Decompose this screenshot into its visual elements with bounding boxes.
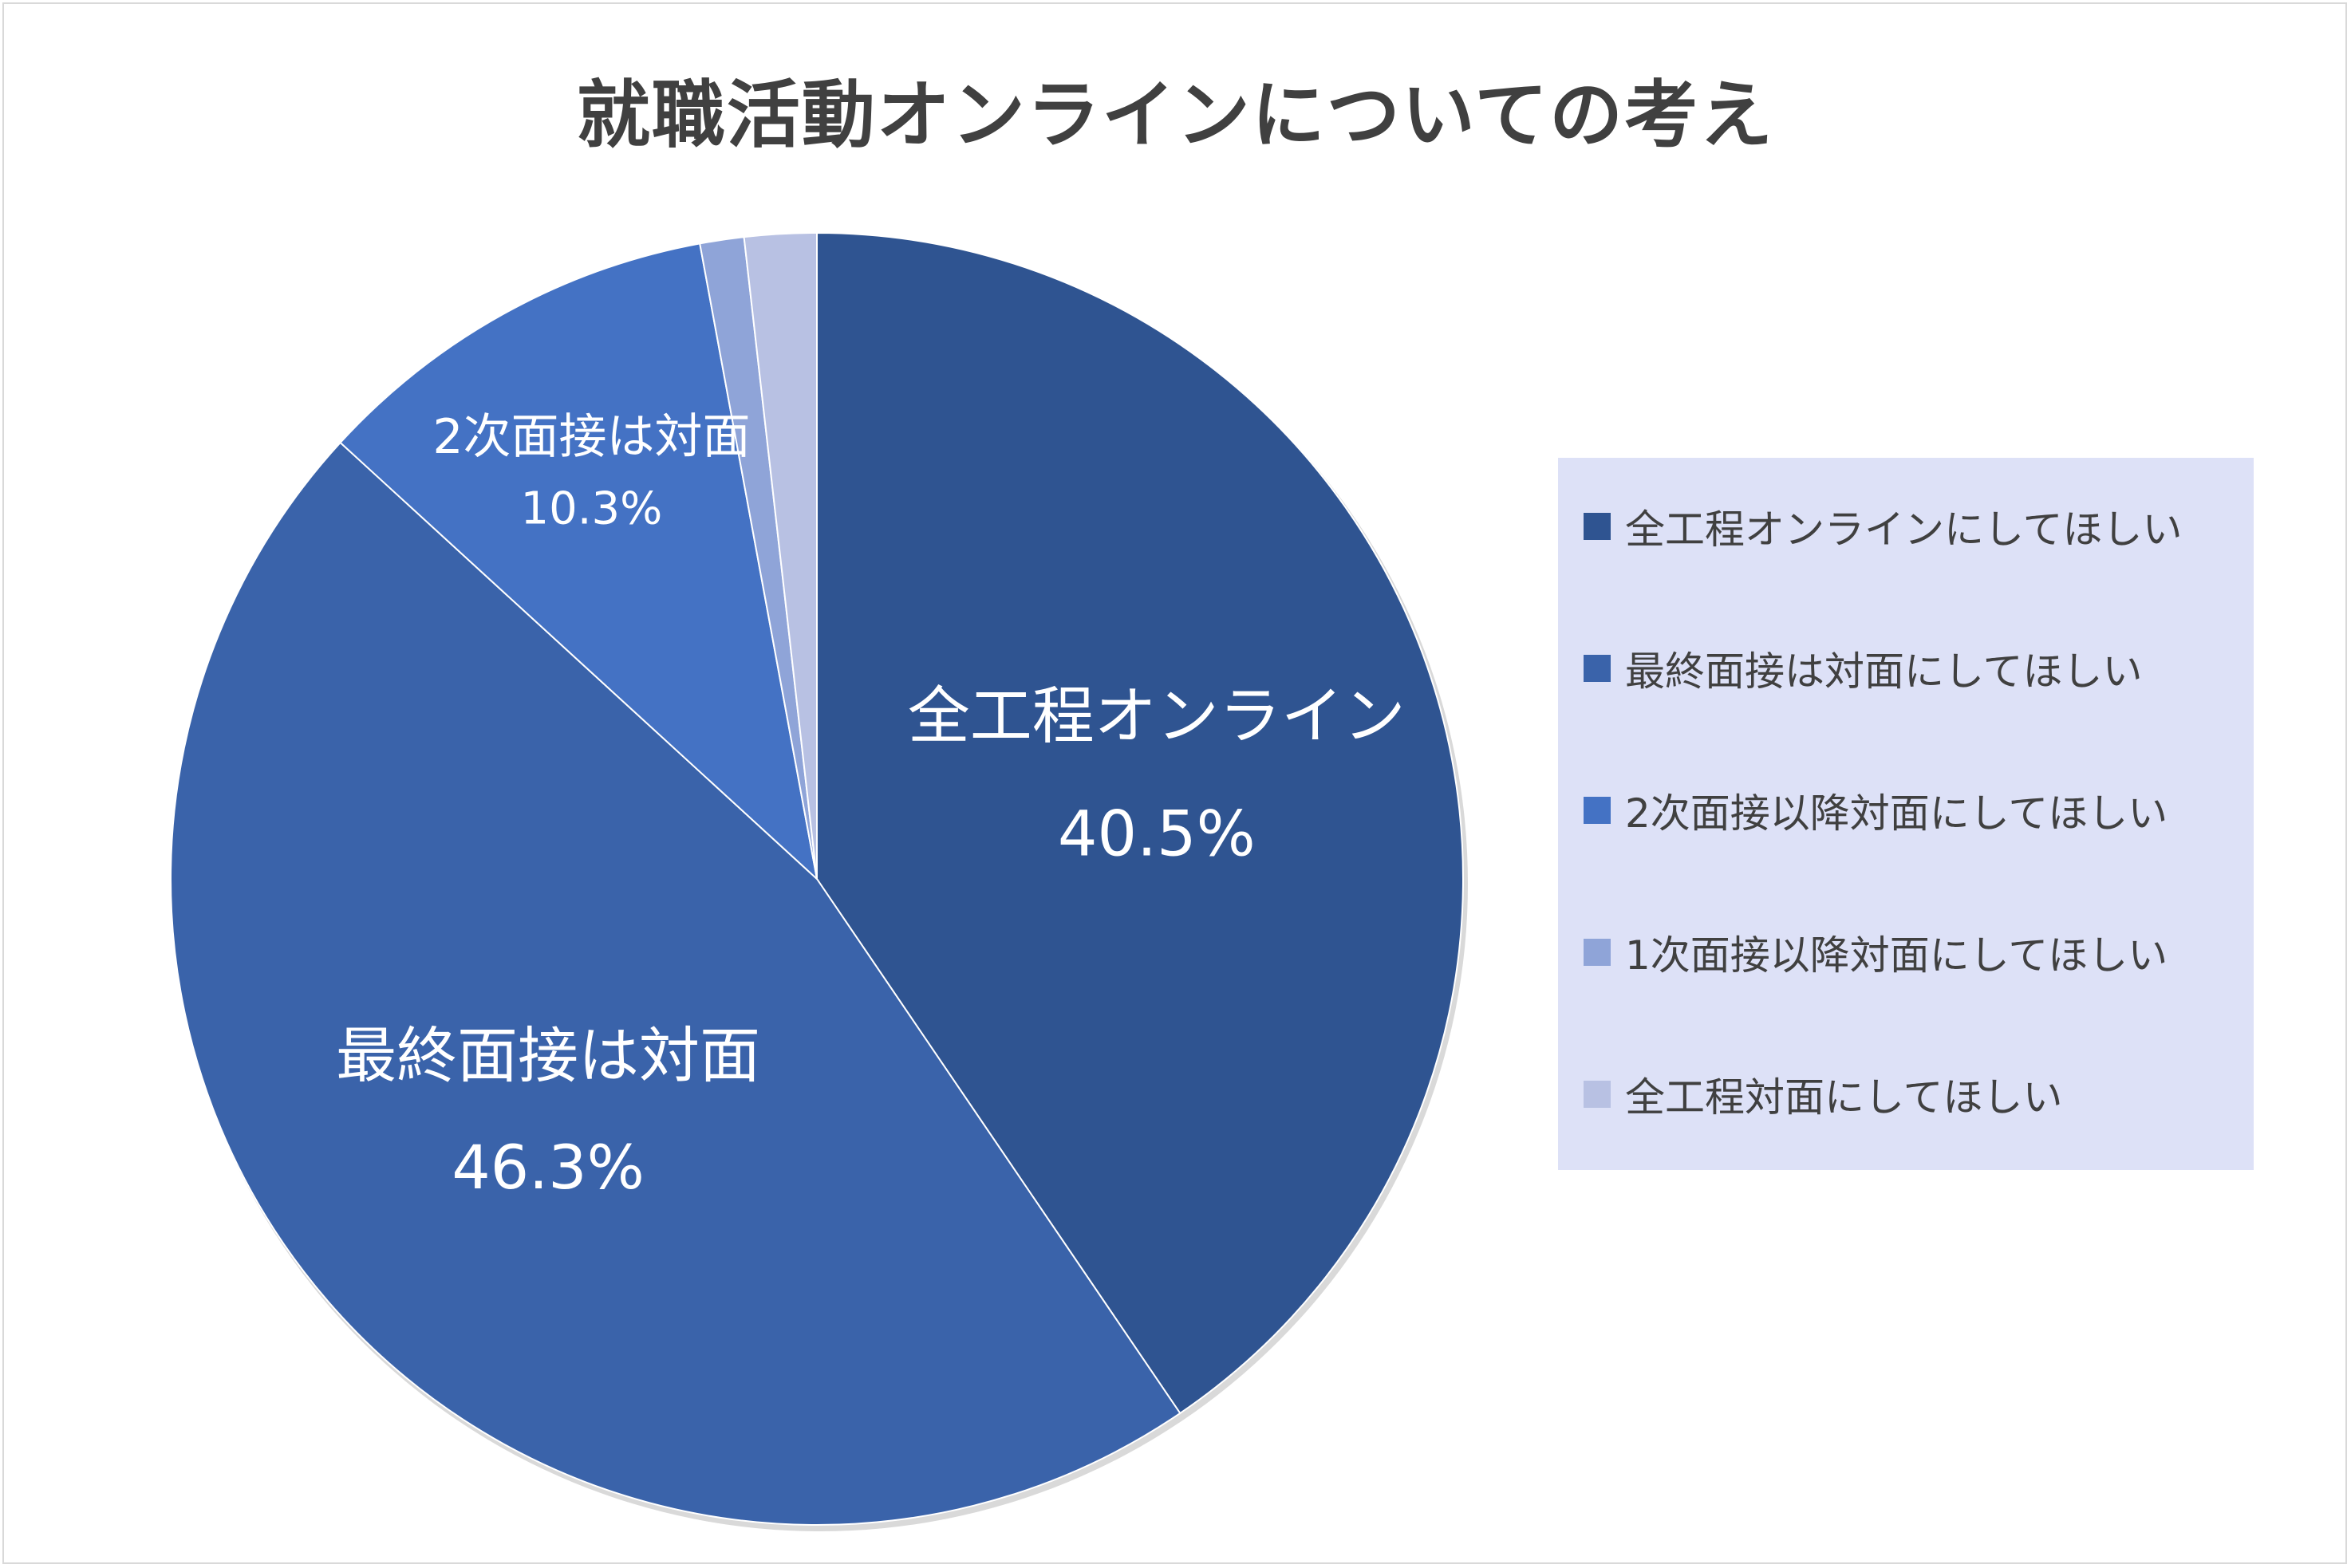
legend-swatch xyxy=(1584,513,1611,540)
legend-item-first-in-person: 1次面接以降対面にしてほしい xyxy=(1584,920,2168,984)
chart-title: 就職活動オンラインについての考え xyxy=(576,73,1775,158)
slice-label-name: 全工程オンライン xyxy=(908,680,1406,752)
pie-labels: 全工程オンライン 40.5% 最終面接は対面 46.3% 2次面接は対面 10.3% xyxy=(336,409,1406,1203)
slice-label-name: 最終面接は対面 xyxy=(336,1020,760,1091)
legend-item-full-online: 全工程オンラインにしてほしい xyxy=(1584,494,2183,558)
legend-label: 最終面接は対面にしてほしい xyxy=(1625,648,2143,695)
legend-swatch xyxy=(1584,797,1611,824)
pie-slice xyxy=(339,242,819,881)
pie-slice xyxy=(816,231,1464,1415)
slice-label-name: 2次面接は対面 xyxy=(432,409,750,465)
legend-swatch xyxy=(1584,939,1611,966)
pie-slice xyxy=(170,441,1181,1526)
legend-swatch xyxy=(1584,1081,1611,1108)
legend-item-full-in-person: 全工程対面にしてほしい xyxy=(1584,1062,2063,1126)
legend-item-final-in-person: 最終面接は対面にしてほしい xyxy=(1584,636,2143,700)
legend-label: 1次面接以降対面にしてほしい xyxy=(1625,932,2168,979)
legend-label: 全工程対面にしてほしい xyxy=(1625,1074,2063,1121)
slice-label-value: 46.3% xyxy=(452,1132,644,1203)
legend-label: 全工程オンラインにしてほしい xyxy=(1625,506,2183,553)
legend: 全工程オンラインにしてほしい 最終面接は対面にしてほしい 2次面接以降対面にして… xyxy=(1558,458,2254,1170)
pie-slices xyxy=(170,231,1468,1531)
legend-swatch xyxy=(1584,655,1611,682)
legend-label: 2次面接以降対面にしてほしい xyxy=(1625,790,2168,837)
slice-label-value: 40.5% xyxy=(1058,798,1256,870)
legend-item-second-in-person: 2次面接以降対面にしてほしい xyxy=(1584,778,2168,842)
slice-label-value: 10.3% xyxy=(520,483,662,534)
pie-slice xyxy=(743,231,818,880)
